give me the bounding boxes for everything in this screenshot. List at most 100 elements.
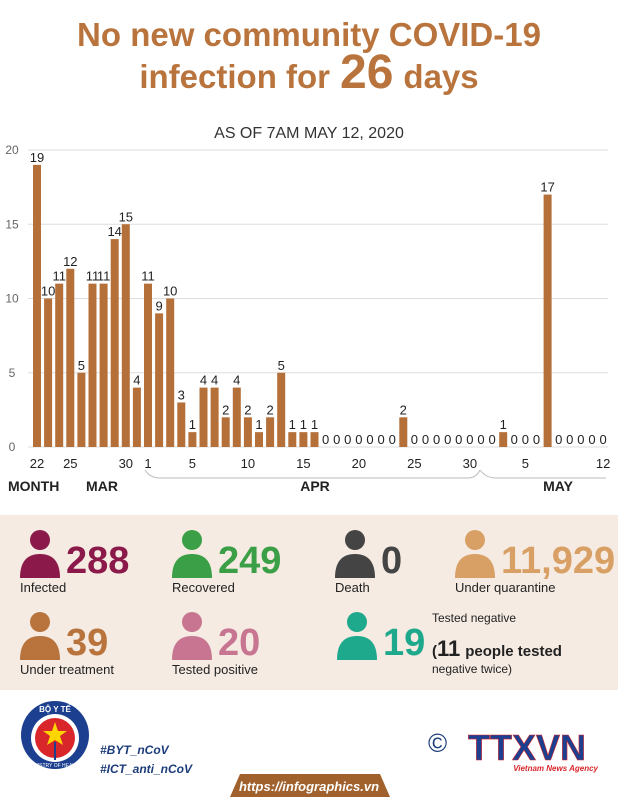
value-label: 0: [522, 432, 529, 447]
x-tick-label: 5: [189, 456, 196, 471]
icon-head: [345, 530, 365, 550]
subtitle: AS OF 7AM MAY 12, 2020: [214, 125, 404, 142]
value-label: 9: [155, 298, 162, 313]
hashtag: #BYT_nCoV: [100, 743, 170, 757]
value-label: 0: [344, 432, 351, 447]
bar: [188, 432, 197, 447]
stat-label: Under treatment: [20, 662, 114, 677]
url[interactable]: https://infographics.vn: [239, 779, 379, 794]
value-label: 0: [389, 432, 396, 447]
x-tick-label: 5: [522, 456, 529, 471]
y-tick-label: 15: [5, 217, 19, 231]
month-label: APR: [300, 478, 330, 494]
x-tick-label: 30: [463, 456, 477, 471]
chart: 0510152022191011251251111143015411191035…: [5, 143, 610, 494]
bar: [299, 432, 308, 447]
x-tick-label: 12: [596, 456, 610, 471]
person-icon: [455, 530, 495, 578]
bar: [121, 224, 130, 447]
person-icon: [335, 530, 375, 578]
x-tick-label: 25: [407, 456, 421, 471]
note-text: people tested: [465, 643, 562, 660]
bar: [55, 283, 64, 447]
stat-label: Under quarantine: [455, 580, 555, 595]
y-tick-label: 0: [9, 440, 16, 454]
tested-negative: 19 Tested negative (11 people tested nega…: [337, 611, 562, 676]
value-label: 10: [41, 284, 55, 299]
stat-label: Tested positive: [172, 662, 258, 677]
stat-value: 19: [383, 622, 425, 664]
value-label: 2: [266, 402, 273, 417]
value-label: 0: [444, 432, 451, 447]
bar: [99, 283, 108, 447]
value-label: 1: [289, 417, 296, 432]
value-label: 4: [233, 373, 240, 388]
value-label: 0: [433, 432, 440, 447]
value-label: 2: [222, 402, 229, 417]
y-tick-label: 10: [5, 292, 19, 306]
bar: [232, 387, 241, 447]
month-label: MAR: [86, 478, 118, 494]
value-label: 19: [30, 150, 44, 165]
icon-head: [182, 530, 202, 550]
person-icon: [20, 612, 60, 660]
stats: 288Infected249Recovered0Death11,929Under…: [20, 530, 615, 677]
value-label: 14: [107, 224, 121, 239]
x-tick-label: 15: [296, 456, 310, 471]
bar: [132, 387, 141, 447]
stats-panel: [0, 515, 618, 690]
bar: [144, 283, 152, 447]
person-icon: [20, 530, 60, 578]
title-end: days: [403, 58, 478, 95]
bar: [266, 417, 275, 447]
x-tick-label: 30: [119, 456, 133, 471]
value-label: 11: [141, 269, 155, 284]
stat-label: Death: [335, 580, 370, 595]
y-tick-label: 20: [5, 143, 19, 157]
icon-body: [20, 636, 60, 660]
value-label: 2: [244, 402, 251, 417]
agency-name: Vietnam News Agency: [513, 764, 598, 773]
value-label: 0: [322, 432, 329, 447]
icon-body: [172, 554, 212, 578]
value-label: 1: [500, 417, 507, 432]
icon-head: [465, 530, 485, 550]
stat-value: 11,929: [501, 540, 615, 582]
note-end: negative twice): [432, 662, 512, 676]
value-label: 1: [189, 417, 196, 432]
ministry-logo: BỘ Y TẾ MINISTRY OF HEALTH: [21, 701, 89, 769]
value-label: 0: [466, 432, 473, 447]
bar: [77, 372, 86, 447]
value-label: 0: [588, 432, 595, 447]
stat-value: 288: [66, 540, 129, 582]
icon-head: [30, 612, 50, 632]
value-label: 0: [366, 432, 373, 447]
value-label: 4: [133, 373, 140, 388]
bar: [255, 432, 263, 447]
value-label: 0: [555, 432, 562, 447]
note-open: (: [432, 643, 437, 660]
month-label: MAY: [543, 478, 573, 494]
value-label: 0: [411, 432, 418, 447]
title-number: 26: [340, 46, 393, 99]
stat-value: 20: [218, 622, 260, 664]
bar: [166, 298, 175, 447]
bar: [199, 387, 208, 447]
note-count: 11: [437, 636, 460, 661]
icon-body: [455, 554, 495, 578]
value-label: 17: [540, 180, 554, 195]
person-icon: [172, 612, 212, 660]
bar: [33, 164, 41, 447]
bar: [399, 417, 408, 447]
x-tick-label: 10: [241, 456, 255, 471]
value-label: 2: [400, 402, 407, 417]
value-label: 0: [422, 432, 429, 447]
value-label: 11: [97, 269, 111, 284]
stat-value: 39: [66, 622, 108, 664]
person-icon: [337, 612, 377, 660]
value-label: 15: [119, 209, 133, 224]
bar: [88, 283, 97, 447]
value-label: 5: [278, 358, 285, 373]
icon-body: [20, 554, 60, 578]
value-label: 0: [377, 432, 384, 447]
